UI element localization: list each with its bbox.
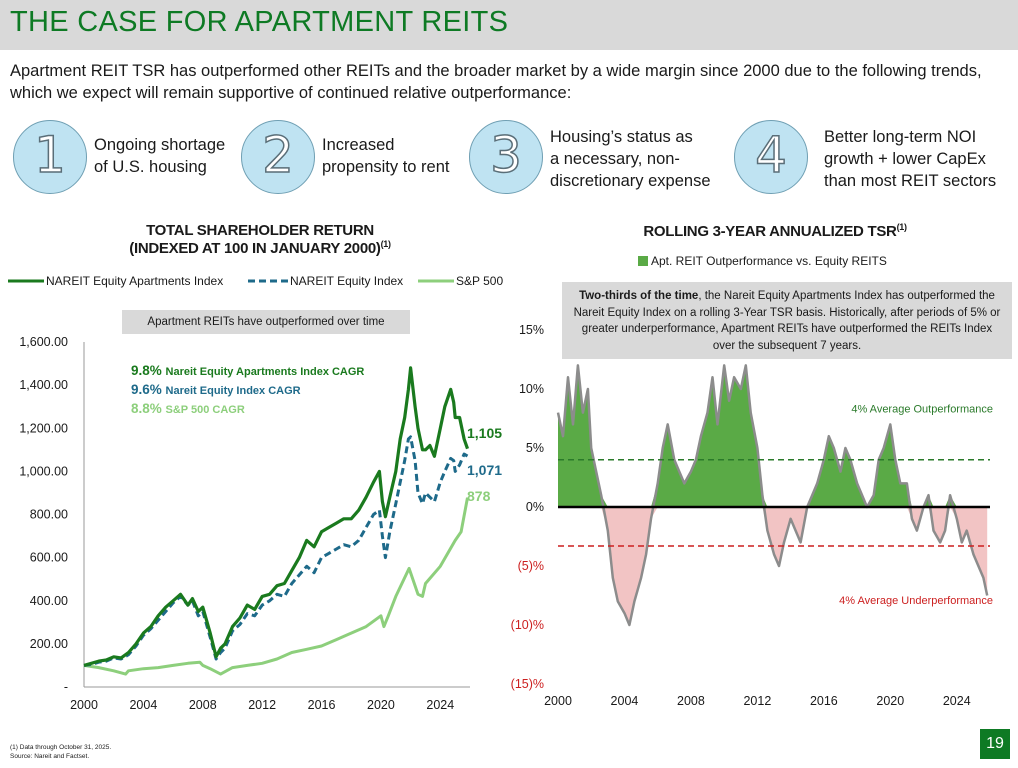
series-line-sp500 — [83, 497, 469, 676]
y-tick-label: 15% — [519, 323, 544, 337]
intro-text: Apartment REIT TSR has outperformed othe… — [10, 62, 982, 102]
x-tick-label: 2020 — [876, 694, 904, 708]
y-tick-label: (15)% — [511, 677, 544, 691]
rolling-annotation-bold: Two-thirds of the time — [579, 290, 699, 302]
title-bar: THE CASE FOR APARTMENT REITS — [0, 0, 1018, 50]
pillar-line: Increased — [322, 136, 395, 154]
end-value-label: 1,071 — [467, 462, 502, 478]
series-line-apartments — [83, 366, 470, 667]
x-tick-label: 2000 — [544, 694, 572, 708]
y-tick-label: 5% — [526, 441, 544, 455]
avg-outperformance-label: 4% Average Outperformance — [851, 404, 993, 416]
rolling-title-sup: (1) — [896, 222, 907, 232]
pillar-text: Housing’s status as a necessary, non- di… — [550, 126, 711, 192]
pillar-line: Housing’s status as — [550, 128, 693, 146]
x-tick-label: 2016 — [308, 698, 336, 712]
page-title: THE CASE FOR APARTMENT REITS — [10, 6, 509, 38]
x-tick-label: 2024 — [943, 694, 971, 708]
tsr-chart-title: TOTAL SHAREHOLDER RETURN (INDEXED AT 100… — [60, 222, 460, 257]
x-tick-label: 2004 — [129, 698, 157, 712]
underperformance-area — [558, 507, 988, 625]
tsr-title-sup: (1) — [380, 239, 391, 249]
y-tick-label: 200.00 — [30, 637, 68, 651]
number-circle — [469, 120, 543, 194]
y-tick-label: 1,600.00 — [19, 335, 68, 349]
rolling-legend: Apt. REIT Outperformance vs. Equity REIT… — [638, 254, 887, 268]
x-tick-label: 2000 — [70, 698, 98, 712]
y-tick-label: 1,200.00 — [19, 421, 68, 435]
cagr-label: 9.6% Nareit Equity Index CAGR — [131, 382, 301, 397]
pillar-line: Better long-term NOI — [824, 128, 977, 146]
pillar-text: Increased propensity to rent — [322, 134, 450, 178]
pillar-number: 2 — [261, 125, 294, 185]
x-tick-label: 2024 — [426, 698, 454, 712]
end-value-label: 1,105 — [467, 425, 502, 441]
cagr-label: 8.8% S&P 500 CAGR — [131, 401, 245, 416]
pillar-number: 4 — [754, 125, 787, 185]
x-tick-label: 2008 — [189, 698, 217, 712]
avg-underperformance-label: 4% Average Underperformance — [839, 595, 993, 607]
y-tick-label: (10)% — [511, 618, 544, 632]
pillar-line: propensity to rent — [322, 158, 450, 176]
pillar-line: discretionary expense — [550, 172, 711, 190]
pillar-line: than most REIT sectors — [824, 172, 997, 190]
y-tick-label: 800.00 — [30, 508, 68, 522]
legend-label-apartments: NAREIT Equity Apartments Index — [46, 274, 223, 288]
tsr-chart: - 200.00 400.00 600.00 800.00 1,000.00 1,200.0… — [19, 335, 502, 712]
footnote-1: (1) Data through October 31, 2025. — [10, 744, 112, 751]
number-circle — [734, 120, 808, 194]
tsr-legend: NAREIT Equity Apartments Index NAREIT Eq… — [8, 274, 503, 288]
rolling-chart: 15% 10% 5% 0% (5)% (10)% (15)%2000 2004 2008 2012… — [511, 323, 993, 708]
y-tick-label: 10% — [519, 382, 544, 396]
x-tick-label: 2008 — [677, 694, 705, 708]
pillar-number: 3 — [489, 125, 522, 185]
y-tick-label: 0% — [526, 500, 544, 514]
x-tick-label: 2016 — [810, 694, 838, 708]
rolling-tsr-line — [556, 364, 989, 627]
y-tick-label: - — [64, 680, 68, 694]
pillar-line: Ongoing shortage — [94, 136, 226, 154]
pillar-text: Ongoing shortage of U.S. housing — [94, 134, 225, 178]
pillar-line: of U.S. housing — [94, 158, 207, 176]
pillar-text: Better long-term NOI growth + lower CapE… — [824, 126, 996, 192]
series-line-equity — [83, 435, 469, 667]
page-number: 19 — [980, 729, 1010, 759]
rolling-annotation-rest: , the Nareit Equity Apartments Index has… — [573, 290, 1001, 352]
x-tick-label: 2004 — [611, 694, 639, 708]
y-tick-label: 1,400.00 — [19, 378, 68, 392]
y-tick-label: 400.00 — [30, 594, 68, 608]
pillar-line: a necessary, non- — [550, 150, 680, 168]
tsr-title-line2: (INDEXED AT 100 IN JANUARY 2000) — [129, 240, 381, 257]
x-tick-label: 2012 — [248, 698, 276, 712]
rolling-annotation: Two-thirds of the time, the Nareit Equit… — [562, 282, 1012, 359]
footnote-source: Source: Nareit and Factset. — [10, 753, 90, 760]
end-value-label: 878 — [467, 488, 491, 504]
legend-swatch-outperformance — [638, 256, 648, 266]
legend-label-outperformance: Apt. REIT Outperformance vs. Equity REIT… — [651, 254, 887, 268]
tsr-annotation: Apartment REITs have outperformed over t… — [122, 310, 410, 334]
rolling-chart-title: ROLLING 3-YEAR ANNUALIZED TSR(1) — [560, 222, 990, 240]
number-circle — [241, 120, 315, 194]
cagr-label: 9.8% Nareit Equity Apartments Index CAGR — [131, 363, 364, 378]
outperformance-area — [558, 365, 988, 507]
x-tick-label: 2012 — [743, 694, 771, 708]
legend-label-sp500: S&P 500 — [456, 274, 503, 288]
tsr-title-line1: TOTAL SHAREHOLDER RETURN — [146, 222, 374, 239]
x-tick-label: 2020 — [367, 698, 395, 712]
y-tick-label: (5)% — [518, 559, 544, 573]
pillar-number: 1 — [33, 125, 66, 185]
y-tick-label: 1,000.00 — [19, 464, 68, 478]
rolling-title-text: ROLLING 3-YEAR ANNUALIZED TSR — [643, 223, 897, 240]
legend-label-equity: NAREIT Equity Index — [290, 274, 403, 288]
number-circle — [13, 120, 87, 194]
pillar-line: growth + lower CapEx — [824, 150, 986, 168]
y-tick-label: 600.00 — [30, 551, 68, 565]
